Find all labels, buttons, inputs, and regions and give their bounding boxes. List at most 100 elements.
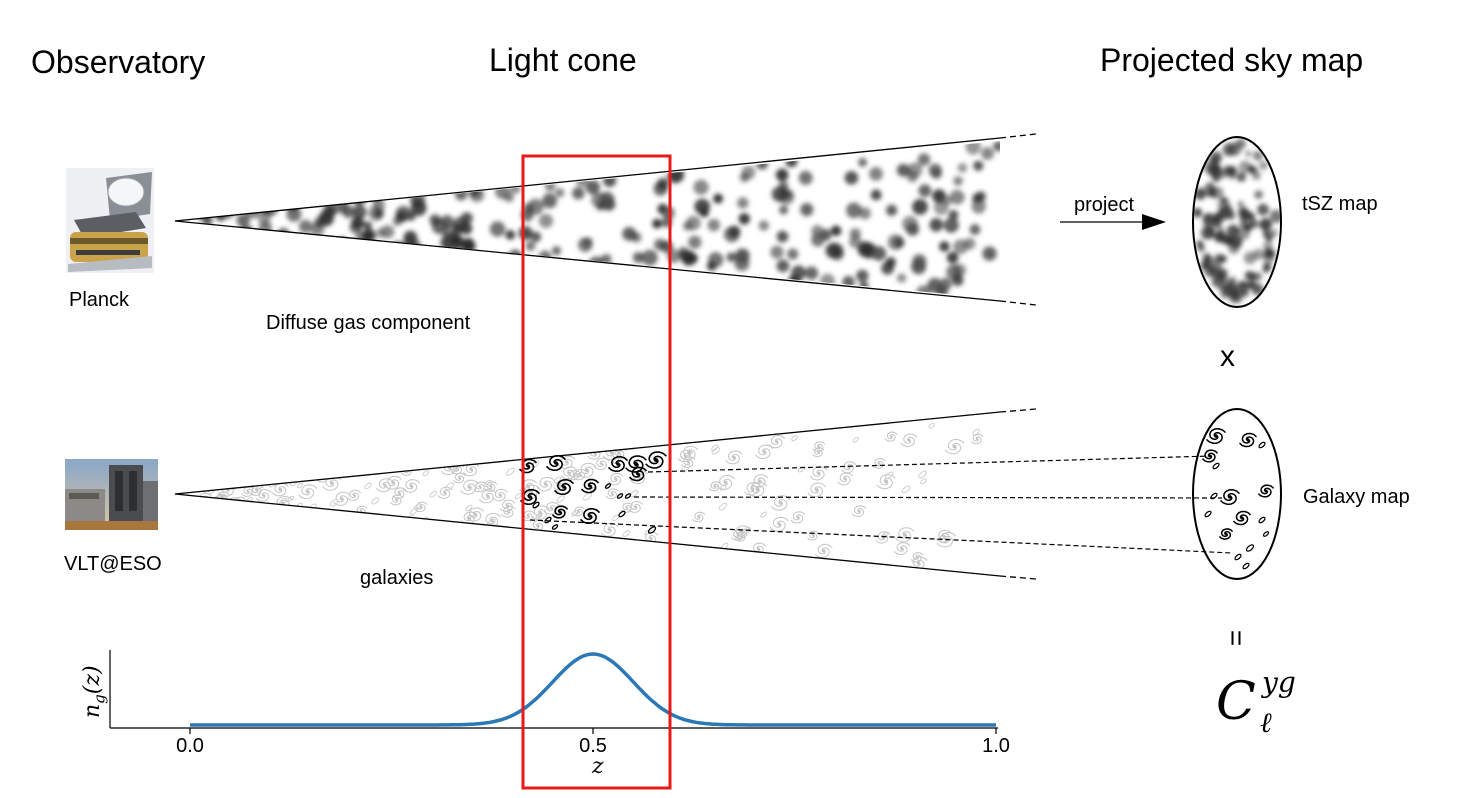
faint-galaxy-core bbox=[231, 501, 235, 504]
faint-galaxy bbox=[572, 506, 585, 517]
faint-galaxy-core bbox=[578, 473, 582, 476]
faint-galaxy-core bbox=[884, 479, 888, 484]
map-galaxy-core bbox=[1214, 434, 1218, 438]
gas-blob bbox=[776, 259, 790, 273]
faint-galaxy bbox=[375, 478, 394, 493]
project-arrow bbox=[1060, 214, 1166, 230]
gas-blob bbox=[946, 251, 959, 264]
gas-blob bbox=[351, 216, 365, 230]
gas-blob bbox=[687, 253, 698, 264]
gas-blob bbox=[395, 211, 407, 223]
cross-power-spectrum-symbol: C yg ℓ bbox=[1216, 666, 1296, 739]
tsz-blob bbox=[1214, 230, 1227, 243]
gas-blob bbox=[941, 195, 953, 206]
galaxy-map bbox=[1192, 408, 1282, 580]
faint-galaxy-core bbox=[903, 532, 907, 537]
galaxy-cone-upper-edge bbox=[174, 411, 1001, 495]
gas-blob bbox=[953, 176, 963, 186]
gas-blob bbox=[973, 160, 984, 171]
faint-galaxy-core bbox=[755, 487, 760, 492]
selected-galaxy bbox=[616, 493, 624, 499]
gas-blob bbox=[787, 248, 799, 260]
selected-galaxy bbox=[618, 510, 626, 518]
faint-galaxy bbox=[901, 485, 911, 494]
faint-galaxy bbox=[392, 487, 407, 499]
faint-galaxy bbox=[972, 428, 980, 436]
faint-galaxy bbox=[553, 476, 562, 484]
faint-galaxy bbox=[478, 489, 497, 504]
faint-galaxy bbox=[506, 467, 515, 476]
faint-galaxy bbox=[797, 465, 806, 473]
gas-blob bbox=[353, 193, 366, 206]
gas-blob bbox=[776, 230, 789, 243]
faint-galaxy bbox=[451, 466, 459, 473]
faint-galaxy-core bbox=[469, 468, 473, 472]
gas-blob bbox=[688, 235, 702, 249]
tsz-blob bbox=[1270, 229, 1278, 237]
faint-galaxy-core bbox=[498, 493, 502, 497]
selected-galaxy bbox=[625, 455, 647, 473]
heading-projected-sky-map: Projected sky map bbox=[1100, 42, 1364, 78]
faint-galaxy-core bbox=[467, 516, 471, 520]
faint-galaxy-core bbox=[814, 488, 819, 492]
gas-blob bbox=[734, 255, 750, 271]
faint-galaxy bbox=[747, 481, 768, 498]
faint-galaxy-core bbox=[857, 509, 861, 513]
faint-galaxy bbox=[872, 458, 886, 469]
tsz-blob bbox=[1251, 283, 1264, 296]
faint-galaxy bbox=[246, 497, 253, 504]
faint-galaxy bbox=[389, 494, 404, 506]
faint-galaxy-core bbox=[565, 460, 569, 464]
gas-blob bbox=[804, 266, 819, 280]
gas-cone bbox=[174, 133, 1037, 306]
faint-galaxy-core bbox=[976, 437, 979, 441]
gas-blob bbox=[530, 231, 542, 243]
faint-galaxy-core bbox=[237, 500, 241, 504]
faint-galaxy bbox=[460, 479, 480, 495]
gas-blob bbox=[505, 230, 516, 240]
faint-galaxy bbox=[770, 495, 791, 511]
selected-galaxy bbox=[532, 501, 540, 509]
faint-galaxy-core bbox=[900, 547, 904, 551]
map-galaxy bbox=[1258, 516, 1266, 524]
tsz-blob bbox=[1236, 226, 1250, 241]
gas-blob bbox=[828, 242, 844, 259]
faint-galaxy-core bbox=[618, 451, 621, 455]
faint-galaxy bbox=[716, 474, 736, 490]
faint-galaxy-core bbox=[634, 505, 638, 509]
tsz-blob bbox=[1237, 200, 1244, 207]
redshift-distribution-plot bbox=[109, 650, 998, 734]
faint-galaxy-core bbox=[732, 455, 736, 460]
tsz-blob bbox=[1235, 138, 1247, 149]
map-galaxy bbox=[1205, 428, 1227, 444]
faint-galaxy-core bbox=[359, 509, 363, 512]
gas-blobs bbox=[196, 141, 1000, 299]
gas-blob bbox=[949, 189, 965, 205]
gas-blob bbox=[699, 208, 709, 218]
map-galaxy bbox=[1233, 510, 1251, 526]
faint-galaxy bbox=[944, 438, 965, 455]
map-galaxy bbox=[1201, 449, 1219, 463]
map-galaxy-core bbox=[1240, 516, 1244, 520]
faint-galaxy-core bbox=[538, 511, 543, 515]
faint-galaxy bbox=[465, 504, 473, 512]
tsz-blob bbox=[1200, 260, 1211, 271]
gas-blob bbox=[907, 162, 923, 178]
gas-blob bbox=[856, 269, 869, 282]
galaxy-cone-lower-edge bbox=[174, 493, 1001, 577]
map-galaxy-core bbox=[1246, 438, 1250, 442]
selected-galaxy-core bbox=[636, 472, 640, 476]
gas-blob bbox=[927, 277, 943, 293]
selected-galaxy bbox=[645, 451, 667, 469]
gas-blob bbox=[896, 273, 907, 283]
selected-galaxy-core bbox=[588, 514, 592, 518]
faint-galaxy bbox=[593, 457, 610, 471]
faint-galaxy bbox=[484, 479, 493, 488]
faint-galaxy-core bbox=[506, 504, 509, 508]
selected-galaxy-core bbox=[526, 464, 530, 468]
gas-cone-upper-dash bbox=[999, 133, 1037, 139]
gas-blob bbox=[677, 246, 689, 258]
faint-galaxy bbox=[420, 516, 429, 525]
faint-galaxy bbox=[851, 505, 867, 518]
